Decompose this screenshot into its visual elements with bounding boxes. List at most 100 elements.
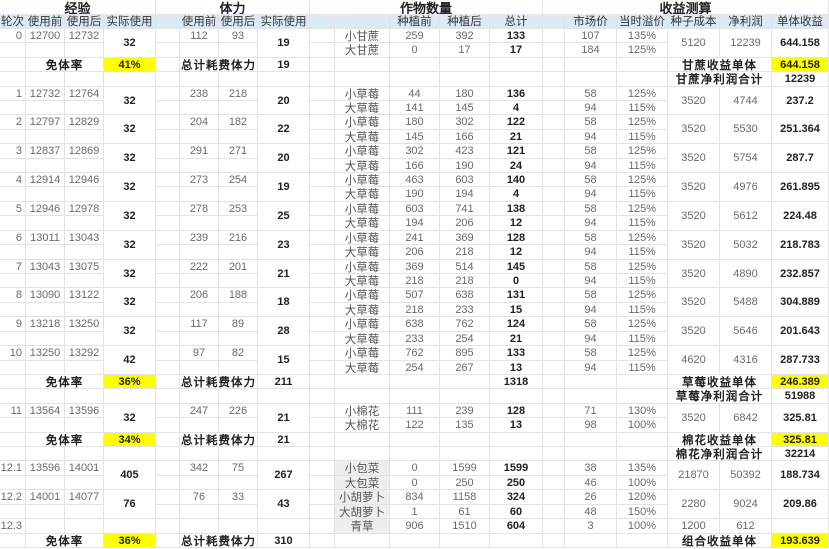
- cell[interactable]: [219, 389, 258, 404]
- round-cell[interactable]: [0, 130, 26, 144]
- cell[interactable]: [156, 361, 180, 375]
- cell[interactable]: [65, 187, 104, 202]
- cell[interactable]: 12829: [65, 115, 104, 130]
- cell[interactable]: [156, 29, 180, 43]
- cell[interactable]: [258, 519, 310, 534]
- stamina-used-cell[interactable]: 23: [258, 231, 310, 260]
- cell[interactable]: 194: [390, 216, 440, 231]
- profit-cell[interactable]: 12239: [720, 29, 772, 58]
- profit-cell[interactable]: 3520: [668, 202, 720, 231]
- cell[interactable]: [543, 130, 565, 144]
- cell[interactable]: [543, 490, 565, 505]
- round-cell[interactable]: 2: [0, 115, 26, 130]
- profit-cell[interactable]: 644.158: [772, 29, 829, 58]
- cell[interactable]: [440, 72, 490, 87]
- column-header[interactable]: [335, 14, 390, 29]
- column-header[interactable]: 实际使用: [258, 14, 310, 29]
- exemption-rate-label[interactable]: 免体率: [26, 58, 104, 72]
- cell[interactable]: [543, 260, 565, 274]
- cell[interactable]: [26, 187, 65, 202]
- round-cell[interactable]: 8: [0, 288, 26, 303]
- exemption-rate-value[interactable]: 41%: [104, 58, 156, 72]
- round-cell[interactable]: [0, 332, 26, 346]
- cell[interactable]: 13564: [26, 404, 65, 418]
- cell[interactable]: [26, 476, 65, 490]
- cell[interactable]: [219, 476, 258, 490]
- cell[interactable]: [156, 130, 180, 144]
- cell[interactable]: [26, 245, 65, 260]
- crop-name-cell[interactable]: 大草莓: [335, 159, 390, 173]
- cell[interactable]: [543, 43, 565, 58]
- stamina-used-cell[interactable]: 25: [258, 202, 310, 231]
- cell[interactable]: 259: [390, 29, 440, 43]
- net-profit-total-label[interactable]: 甘蔗净利润合计: [668, 72, 772, 87]
- profit-cell[interactable]: 5120: [668, 29, 720, 58]
- cell[interactable]: 239: [440, 404, 490, 418]
- cell[interactable]: 12978: [65, 202, 104, 216]
- crop-total-cell[interactable]: 121: [490, 144, 543, 159]
- cell[interactable]: 762: [440, 317, 490, 332]
- cell[interactable]: 46: [565, 476, 617, 490]
- cell[interactable]: 206: [440, 216, 490, 231]
- cell[interactable]: [617, 58, 668, 72]
- cell[interactable]: [180, 505, 219, 519]
- unit-profit-label[interactable]: 组合收益单体: [668, 534, 772, 548]
- cell[interactable]: 206: [390, 245, 440, 260]
- cell[interactable]: [310, 505, 335, 519]
- cell[interactable]: 238: [180, 87, 219, 101]
- cell[interactable]: 13090: [26, 288, 65, 303]
- profit-cell[interactable]: 5488: [720, 288, 772, 317]
- cell[interactable]: [565, 534, 617, 548]
- crop-name-cell[interactable]: 大草莓: [335, 130, 390, 144]
- cell[interactable]: 247: [180, 404, 219, 418]
- cell[interactable]: [180, 361, 219, 375]
- crop-name-cell[interactable]: 小棉花: [335, 404, 390, 418]
- cell[interactable]: [180, 101, 219, 115]
- crop-total-cell[interactable]: [490, 389, 543, 404]
- crop-total-cell[interactable]: [490, 433, 543, 447]
- net-profit-total-label[interactable]: 棉花净利润合计: [668, 447, 772, 461]
- cell[interactable]: [310, 447, 335, 461]
- cell[interactable]: [156, 346, 180, 361]
- cell[interactable]: 71: [565, 404, 617, 418]
- cell[interactable]: 13292: [65, 346, 104, 361]
- cell[interactable]: [65, 447, 104, 461]
- cell[interactable]: [543, 346, 565, 361]
- cell[interactable]: 194: [440, 187, 490, 202]
- cell[interactable]: [617, 375, 668, 389]
- cell[interactable]: [65, 159, 104, 173]
- profit-cell[interactable]: 218.783: [772, 231, 829, 260]
- cell[interactable]: [310, 58, 335, 72]
- cell[interactable]: [565, 433, 617, 447]
- profit-cell[interactable]: 209.86: [772, 490, 829, 519]
- profit-cell[interactable]: 201.643: [772, 317, 829, 346]
- exp-used-cell[interactable]: 32: [104, 202, 156, 231]
- cell[interactable]: 302: [440, 115, 490, 130]
- column-header[interactable]: 轮次: [0, 14, 26, 29]
- cell[interactable]: 14001: [26, 490, 65, 505]
- cell[interactable]: [156, 43, 180, 58]
- cell[interactable]: 204: [180, 115, 219, 130]
- cell[interactable]: [565, 447, 617, 461]
- cell[interactable]: [65, 476, 104, 490]
- cell[interactable]: 166: [440, 130, 490, 144]
- cell[interactable]: 226: [219, 404, 258, 418]
- profit-cell[interactable]: 325.81: [772, 404, 829, 433]
- column-header[interactable]: 使用前: [26, 14, 65, 29]
- exp-used-cell[interactable]: 32: [104, 87, 156, 115]
- cell[interactable]: [310, 433, 335, 447]
- column-header[interactable]: 种子成本: [668, 14, 720, 29]
- total-stamina-value[interactable]: 19: [258, 58, 310, 72]
- round-cell[interactable]: 10: [0, 346, 26, 361]
- cell[interactable]: [565, 375, 617, 389]
- cell[interactable]: [310, 534, 335, 548]
- crop-total-cell[interactable]: 133: [490, 29, 543, 43]
- cell[interactable]: 291: [180, 144, 219, 159]
- stamina-used-cell[interactable]: 43: [258, 490, 310, 519]
- cell[interactable]: [543, 202, 565, 216]
- cell[interactable]: [156, 72, 180, 87]
- profit-cell[interactable]: 188.734: [772, 461, 829, 490]
- stamina-used-cell[interactable]: 15: [258, 346, 310, 375]
- cell[interactable]: [543, 187, 565, 202]
- section-title[interactable]: 收益测算: [543, 0, 829, 16]
